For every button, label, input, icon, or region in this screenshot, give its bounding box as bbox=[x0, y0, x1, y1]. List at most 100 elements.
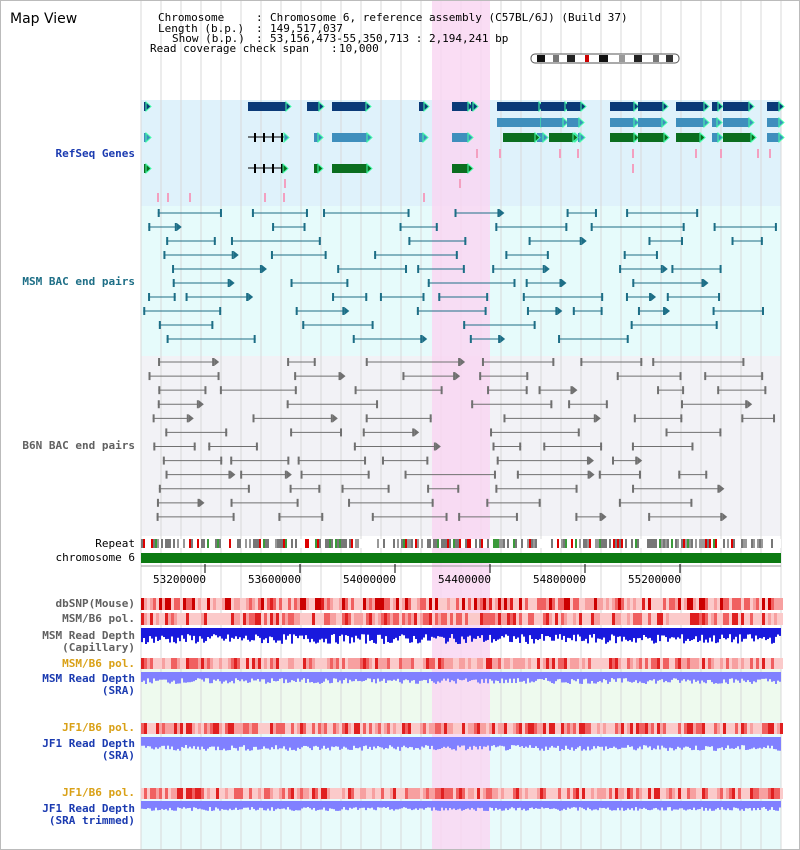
bac-end bbox=[416, 307, 419, 315]
read-depth-bar bbox=[213, 628, 215, 635]
repeat-mark bbox=[723, 539, 725, 548]
gene-strand-arrow bbox=[717, 100, 724, 113]
read-depth-bar bbox=[599, 628, 601, 639]
read-depth-bar bbox=[533, 628, 535, 644]
read-depth-bar bbox=[269, 737, 271, 750]
read-depth-bar bbox=[433, 672, 435, 683]
polymorphism-cell bbox=[291, 598, 294, 610]
polymorphism-cell bbox=[381, 723, 384, 734]
repeat-mark bbox=[441, 539, 443, 548]
read-depth-bar bbox=[417, 737, 419, 749]
repeat-mark bbox=[255, 539, 257, 548]
polymorphism-cell bbox=[333, 658, 336, 669]
track-label-msm-depth-sra[interactable]: MSM Read Depth bbox=[42, 672, 135, 685]
gene-strand-arrow bbox=[145, 100, 152, 113]
track-label-msm-bac[interactable]: MSM BAC end pairs bbox=[22, 275, 135, 288]
polymorphism-cell bbox=[462, 658, 465, 669]
track-label-jf1-b6-pol[interactable]: JF1/B6 pol. bbox=[62, 721, 135, 734]
track-label-refseq[interactable]: RefSeq Genes bbox=[55, 147, 135, 160]
read-depth-bar bbox=[571, 737, 573, 748]
read-depth-bar bbox=[539, 801, 541, 809]
track-label-jf1-depth[interactable]: JF1 Read Depth bbox=[42, 737, 135, 750]
track-label-msm-b6-pol[interactable]: MSM/B6 pol. bbox=[62, 612, 135, 625]
bac-arrow bbox=[601, 512, 607, 521]
polymorphism-cell bbox=[144, 788, 147, 799]
polymorphism-cell bbox=[564, 613, 567, 625]
polymorphism-cell bbox=[342, 613, 345, 625]
track-label-repeat[interactable]: Repeat bbox=[95, 537, 135, 550]
read-depth-bar bbox=[675, 737, 677, 750]
repeat-mark bbox=[471, 539, 473, 548]
read-depth-bar bbox=[325, 628, 327, 639]
read-depth-bar bbox=[385, 672, 387, 683]
polymorphism-cell bbox=[273, 613, 276, 625]
polymorphism-cell bbox=[270, 788, 273, 799]
polymorphism-cell bbox=[354, 658, 357, 669]
read-depth-bar bbox=[749, 801, 751, 809]
polymorphism-cell bbox=[618, 613, 621, 625]
polymorphism-cell bbox=[510, 658, 513, 669]
read-depth-bar bbox=[661, 628, 663, 636]
read-depth-bar bbox=[759, 672, 761, 680]
polymorphism-cell bbox=[579, 723, 582, 734]
read-depth-bar bbox=[437, 628, 439, 637]
read-depth-bar bbox=[589, 672, 591, 684]
polymorphism-cell bbox=[429, 598, 432, 610]
polymorphism-cell bbox=[381, 788, 384, 799]
track-label-dbsnp[interactable]: dbSNP(Mouse) bbox=[55, 597, 135, 610]
read-depth-bar bbox=[399, 672, 401, 683]
read-depth-bar bbox=[521, 672, 523, 682]
read-depth-bar bbox=[451, 672, 453, 681]
read-depth-bar bbox=[199, 737, 201, 750]
polymorphism-cell bbox=[393, 613, 396, 625]
read-depth-bar bbox=[269, 801, 271, 811]
track-label-b6n-bac[interactable]: B6N BAC end pairs bbox=[22, 439, 135, 452]
read-depth-bar bbox=[663, 628, 665, 636]
read-depth-bar bbox=[443, 737, 445, 747]
bac-end bbox=[318, 237, 321, 245]
track-label-jf1-b6-pol-trim[interactable]: JF1/B6 pol. bbox=[62, 786, 135, 799]
track-label-chromosome[interactable]: chromosome 6 bbox=[55, 551, 135, 564]
read-depth-bar bbox=[621, 737, 623, 748]
read-depth-bar bbox=[737, 737, 739, 747]
bac-end bbox=[745, 400, 748, 409]
polymorphism-cell bbox=[336, 788, 339, 799]
read-depth-bar bbox=[525, 737, 527, 747]
repeat-mark bbox=[201, 539, 203, 548]
polymorphism-cell bbox=[519, 598, 522, 610]
bac-end bbox=[690, 498, 693, 507]
polymorphism-cell bbox=[216, 613, 219, 625]
polymorphism-cell bbox=[348, 723, 351, 734]
chromosome-value: Chromosome 6, reference assembly (C57BL/… bbox=[270, 11, 628, 24]
read-depth-bar bbox=[163, 737, 165, 746]
read-depth-bar bbox=[293, 801, 295, 811]
read-depth-bar bbox=[185, 628, 187, 642]
read-depth-bar bbox=[491, 628, 493, 643]
repeat-mark bbox=[407, 539, 409, 548]
read-depth-bar bbox=[227, 628, 229, 635]
bac-end bbox=[220, 456, 223, 465]
read-depth-bar bbox=[641, 628, 643, 641]
read-depth-bar bbox=[273, 672, 275, 681]
polymorphism-cell bbox=[345, 598, 348, 610]
polymorphism-cell bbox=[450, 723, 453, 734]
polymorphism-cell bbox=[432, 788, 435, 799]
repeat-mark bbox=[727, 539, 729, 548]
read-depth-bar bbox=[481, 672, 483, 680]
bac-end bbox=[522, 293, 525, 301]
track-label-jf1-depth-trim[interactable]: JF1 Read Depth bbox=[42, 802, 135, 815]
polymorphism-cell bbox=[264, 723, 267, 734]
polymorphism-cell bbox=[681, 598, 684, 610]
repeat-mark bbox=[747, 539, 749, 548]
read-depth-bar bbox=[759, 737, 761, 748]
polymorphism-cell bbox=[387, 788, 390, 799]
track-label-msm-depth-cap[interactable]: MSM Read Depth bbox=[42, 629, 135, 642]
polymorphism-cell bbox=[522, 723, 525, 734]
track-label-msm-b6-pol-sra[interactable]: MSM/B6 pol. bbox=[62, 657, 135, 670]
repeat-mark bbox=[571, 539, 573, 548]
polymorphism-cell bbox=[498, 723, 501, 734]
bac-end bbox=[546, 251, 549, 259]
polymorphism-cell bbox=[210, 788, 213, 799]
bac-end bbox=[371, 512, 374, 521]
